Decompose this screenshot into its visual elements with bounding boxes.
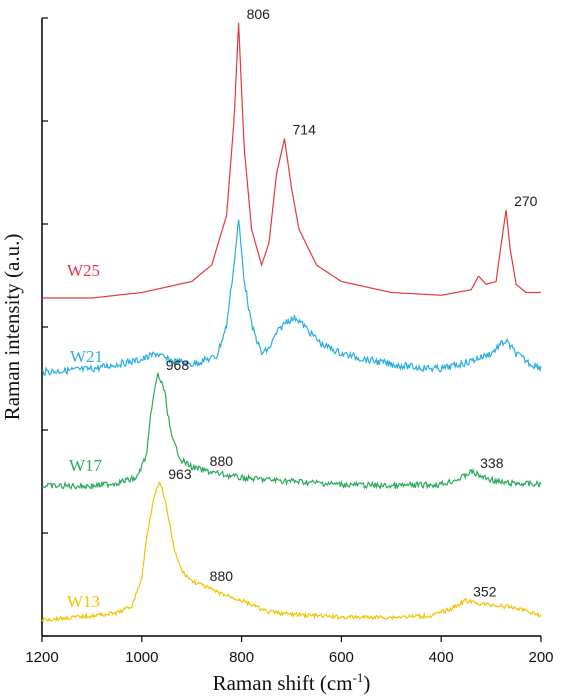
x-tick-label: 600: [329, 649, 354, 666]
y-axis-title: Raman intensity (a.u.): [0, 234, 24, 421]
x-tick-label: 1200: [25, 649, 58, 666]
series-line-w21: [41, 219, 542, 376]
series-label-w21: W21: [70, 347, 103, 366]
series-line-w17: [41, 372, 542, 490]
peak-label: 270: [514, 193, 538, 209]
x-axis-title: Raman shift (cm-1): [213, 670, 371, 695]
series-line-w13: [41, 481, 542, 624]
peak-label: 714: [293, 122, 317, 138]
series-line-w25: [42, 22, 541, 299]
peak-label: 880: [210, 568, 234, 584]
peak-label: 352: [473, 583, 497, 599]
x-tick-label: 200: [528, 649, 553, 666]
peak-label: 338: [480, 455, 504, 471]
peak-label: 880: [210, 453, 234, 469]
peak-label: 806: [247, 6, 271, 22]
series-label-w13: W13: [67, 592, 100, 611]
peak-label: 963: [168, 466, 192, 482]
x-tick-label: 1000: [125, 649, 158, 666]
x-tick-label: 400: [429, 649, 454, 666]
x-tick-label: 800: [229, 649, 254, 666]
series-label-w25: W25: [67, 261, 100, 280]
peak-label: 968: [166, 357, 190, 373]
series-label-w17: W17: [69, 456, 103, 475]
